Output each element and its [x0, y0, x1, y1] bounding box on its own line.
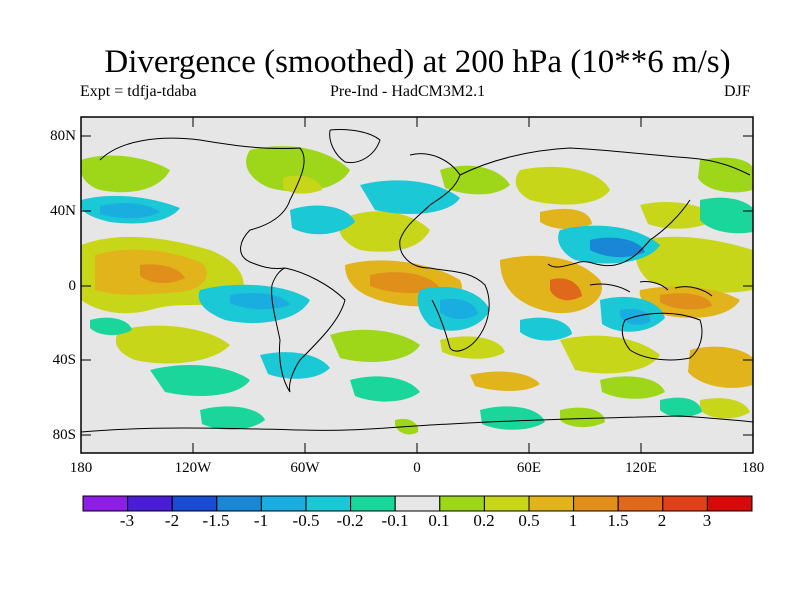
lat-label: 80S	[52, 427, 76, 443]
lat-label: 40N	[50, 203, 76, 219]
colorbar-label: -0.2	[336, 511, 364, 530]
negative-region	[290, 205, 355, 235]
positive-region	[115, 325, 230, 364]
negative-region	[150, 365, 250, 396]
colorbar-box	[573, 495, 619, 512]
colorbar-box	[350, 495, 396, 512]
axis-ticks	[81, 117, 753, 453]
south-america-coast	[271, 267, 346, 393]
lon-label: 120W	[174, 460, 212, 476]
negative-region	[660, 397, 702, 418]
positive-region	[440, 165, 510, 195]
positive-region	[635, 236, 753, 293]
north-america-coast	[99, 137, 305, 269]
colorbar-label: 1.5	[607, 511, 629, 530]
colorbar-label: 2	[657, 511, 667, 530]
colorbar	[82, 495, 753, 512]
positive-region	[700, 398, 750, 419]
negative-region	[90, 317, 132, 336]
colorbar-label: 0.5	[518, 511, 540, 530]
positive-region	[330, 329, 420, 362]
comparison-label: Pre-Ind - HadCM3M2.1	[330, 83, 486, 100]
lon-label: 120E	[625, 460, 657, 476]
colorbar-label: -3	[119, 511, 135, 530]
lat-label: 0	[68, 278, 77, 294]
colorbar-box	[439, 495, 485, 512]
colorbar-box	[706, 495, 753, 512]
negative-region	[360, 180, 460, 214]
colorbar-box	[260, 495, 307, 512]
colorbar-label: -0.1	[381, 511, 409, 530]
colorbar-box	[82, 495, 129, 512]
negative-region	[230, 293, 290, 310]
positive-region	[560, 407, 605, 428]
lon-label: 180	[69, 460, 93, 476]
coastlines	[81, 129, 753, 433]
negative-region	[350, 376, 420, 402]
colorbar-box	[662, 495, 708, 512]
positive-region	[140, 264, 185, 284]
asia-coast	[459, 147, 751, 268]
positive-region	[515, 166, 610, 205]
colorbar-box	[528, 495, 575, 512]
lon-label: 180	[741, 460, 765, 476]
positive-region	[660, 293, 712, 310]
colorbar-label: -2	[164, 511, 180, 530]
europe-africa-coast	[399, 153, 490, 352]
colorbar-box	[216, 495, 262, 512]
negative-region	[700, 197, 753, 234]
lon-label: 60E	[516, 460, 542, 476]
colorbar-box	[394, 495, 441, 512]
positive-region	[440, 336, 505, 359]
greenland-coast	[329, 129, 381, 164]
colorbar-label: -1.5	[202, 511, 230, 530]
colorbar-label: 0.2	[473, 511, 495, 530]
positive-region	[540, 208, 592, 230]
indonesia-coast	[589, 281, 713, 297]
positive-region	[283, 175, 322, 194]
positive-region	[560, 335, 660, 374]
colorbar-label: 3	[702, 511, 712, 530]
negative-region	[440, 298, 478, 320]
colorbar-box	[127, 495, 173, 512]
negative-region	[200, 406, 265, 430]
colorbar-box	[305, 495, 352, 512]
positive-region	[338, 211, 430, 252]
positive-region	[550, 278, 582, 301]
season-label: DJF	[724, 83, 751, 100]
colorbar-label: 1	[568, 511, 578, 530]
lon-label: 0	[413, 460, 421, 476]
negative-region	[260, 352, 330, 379]
divergence-field	[81, 146, 753, 435]
antarctica-coast	[81, 415, 753, 433]
colorbar-label: -0.5	[292, 511, 320, 530]
colorbar-box	[483, 495, 530, 512]
negative-region	[520, 317, 572, 341]
positive-region	[81, 155, 170, 193]
experiment-label: Expt = tdfja-tdaba	[80, 83, 197, 100]
colorbar-label: -1	[253, 511, 269, 530]
lat-label: 40S	[52, 352, 76, 368]
positive-region	[698, 157, 753, 193]
colorbar-box	[617, 495, 664, 512]
colorbar-label: 0.1	[428, 511, 450, 530]
lat-label: 80N	[50, 128, 76, 144]
negative-region	[100, 203, 160, 219]
positive-region	[470, 371, 540, 391]
australia-coast	[621, 312, 703, 361]
negative-region	[480, 406, 545, 430]
colorbar-box	[171, 495, 218, 512]
negative-region	[590, 237, 645, 258]
map-title: Divergence (smoothed) at 200 hPa (10**6 …	[104, 44, 731, 80]
positive-region	[246, 146, 350, 192]
positive-region	[600, 376, 665, 399]
positive-region	[370, 272, 440, 294]
positive-region	[688, 346, 753, 388]
map-plot-area	[81, 117, 753, 453]
lon-label: 60W	[290, 460, 320, 476]
